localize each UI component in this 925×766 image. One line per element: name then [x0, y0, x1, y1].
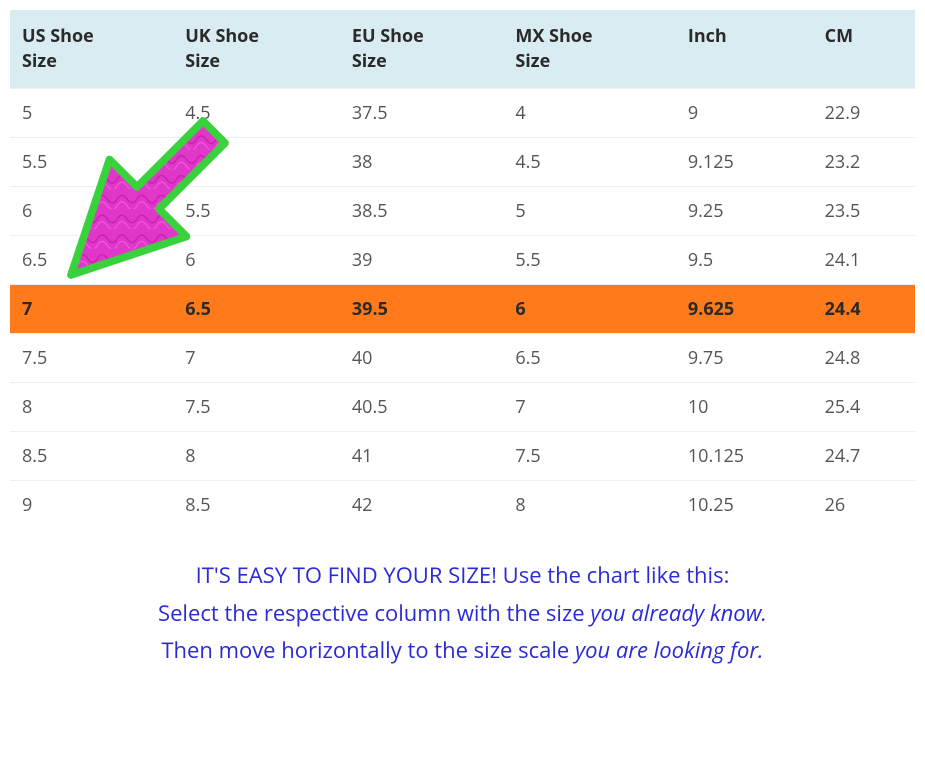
table-cell: 6 [503, 285, 676, 334]
table-cell: 23.5 [813, 187, 915, 236]
table-cell: 9.25 [676, 187, 813, 236]
table-row: 5.55384.59.12523.2 [10, 138, 915, 187]
table-cell: 9 [10, 481, 173, 530]
table-row: 98.542810.2526 [10, 481, 915, 530]
table-cell: 5 [503, 187, 676, 236]
table-cell: 37.5 [340, 89, 503, 138]
table-cell: 6.5 [173, 285, 340, 334]
table-cell: 6 [173, 236, 340, 285]
table-cell: 7.5 [10, 334, 173, 383]
table-cell: 26 [813, 481, 915, 530]
table-cell: 6.5 [503, 334, 676, 383]
table-cell: 9.5 [676, 236, 813, 285]
table-cell: 39 [340, 236, 503, 285]
instructions-line3b: you are looking for. [575, 635, 764, 665]
size-conversion-table: US ShoeSizeUK ShoeSizeEU ShoeSizeMX Shoe… [10, 10, 915, 529]
table-cell: 5.5 [10, 138, 173, 187]
table-cell: 38 [340, 138, 503, 187]
table-row: 87.540.571025.4 [10, 383, 915, 432]
table-cell: 10 [676, 383, 813, 432]
table-cell: 5.5 [173, 187, 340, 236]
table-cell: 7 [503, 383, 676, 432]
table-cell: 7.5 [503, 432, 676, 481]
table-row: 8.58417.510.12524.7 [10, 432, 915, 481]
table-cell: 25.4 [813, 383, 915, 432]
table-cell: 23.2 [813, 138, 915, 187]
table-cell: 8.5 [173, 481, 340, 530]
table-cell: 40.5 [340, 383, 503, 432]
table-cell: 6 [10, 187, 173, 236]
instructions-line2a: Select the respective column with the si… [158, 598, 590, 628]
table-cell: 5.5 [503, 236, 676, 285]
instructions-line1: IT'S EASY TO FIND YOUR SIZE! Use the cha… [196, 560, 730, 590]
table-row: 6.56395.59.524.1 [10, 236, 915, 285]
table-row: 54.537.54922.9 [10, 89, 915, 138]
table-cell: 8 [173, 432, 340, 481]
table-cell: 8 [10, 383, 173, 432]
column-header: MX ShoeSize [503, 10, 676, 89]
table-cell: 6.5 [10, 236, 173, 285]
table-cell: 8.5 [10, 432, 173, 481]
table-cell: 40 [340, 334, 503, 383]
table-cell: 42 [340, 481, 503, 530]
table-cell: 24.7 [813, 432, 915, 481]
column-header: Inch [676, 10, 813, 89]
table-cell: 10.125 [676, 432, 813, 481]
table-cell: 9.75 [676, 334, 813, 383]
column-header: EU ShoeSize [340, 10, 503, 89]
table-cell: 5 [173, 138, 340, 187]
instructions-text: IT'S EASY TO FIND YOUR SIZE! Use the cha… [10, 557, 915, 669]
table-row: 7.57406.59.7524.8 [10, 334, 915, 383]
table-cell: 8 [503, 481, 676, 530]
table-cell: 9 [676, 89, 813, 138]
table-cell: 41 [340, 432, 503, 481]
table-cell: 4.5 [173, 89, 340, 138]
table-cell: 9.625 [676, 285, 813, 334]
table-cell: 38.5 [340, 187, 503, 236]
column-header: CM [813, 10, 915, 89]
table-cell: 7 [173, 334, 340, 383]
table-cell: 24.8 [813, 334, 915, 383]
column-header: UK ShoeSize [173, 10, 340, 89]
table-cell: 4 [503, 89, 676, 138]
column-header: US ShoeSize [10, 10, 173, 89]
table-cell: 5 [10, 89, 173, 138]
table-cell: 7 [10, 285, 173, 334]
table-cell: 9.125 [676, 138, 813, 187]
instructions-line2b: you already know. [590, 598, 767, 628]
table-cell: 24.4 [813, 285, 915, 334]
instructions-line3a: Then move horizontally to the size scale [161, 635, 575, 665]
table-row: 65.538.559.2523.5 [10, 187, 915, 236]
table-cell: 4.5 [503, 138, 676, 187]
table-cell: 10.25 [676, 481, 813, 530]
table-cell: 7.5 [173, 383, 340, 432]
table-cell: 22.9 [813, 89, 915, 138]
table-cell: 24.1 [813, 236, 915, 285]
table-row: 76.539.569.62524.4 [10, 285, 915, 334]
table-cell: 39.5 [340, 285, 503, 334]
